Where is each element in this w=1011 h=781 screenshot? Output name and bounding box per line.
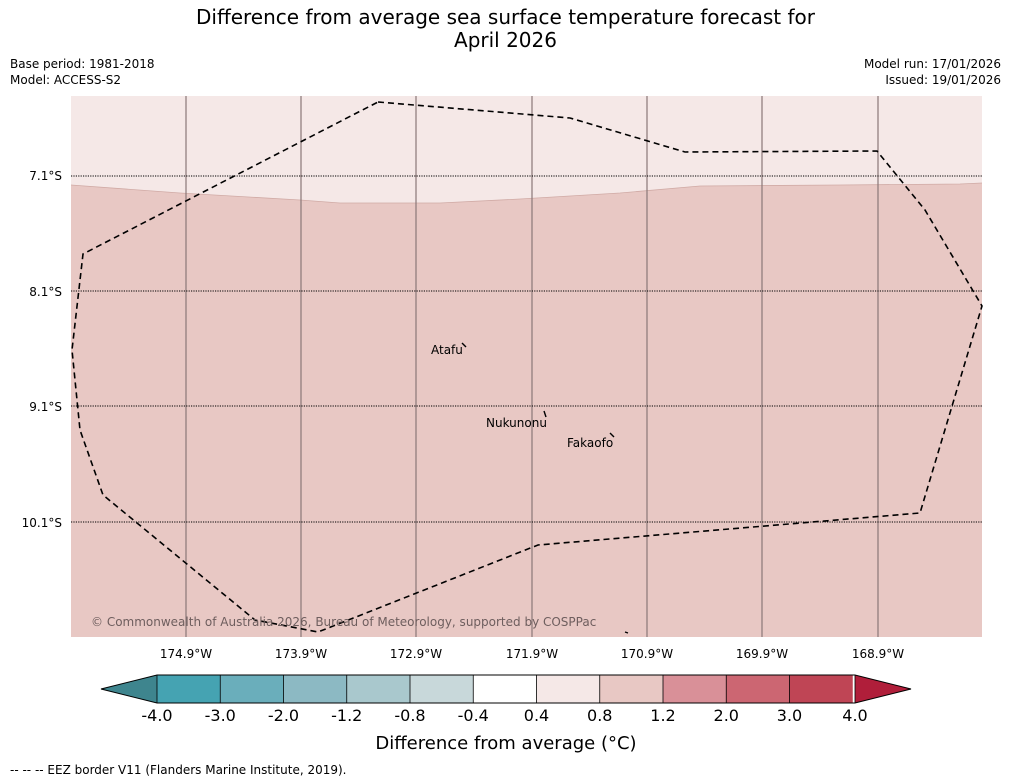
place-label-fakaofo: Fakaofo [567, 436, 613, 450]
fakaofo-island [609, 432, 615, 438]
eez-source-note: -- -- -- EEZ border V11 (Flanders Marine… [10, 763, 347, 777]
lon-label-169-9: 169.9°W [736, 647, 788, 661]
colorbar-tick: 3.0 [777, 706, 802, 725]
colorbar-tick: 4.0 [842, 706, 867, 725]
colorbar: -4.0 -3.0 -2.0 -1.2 -0.8 -0.4 0.4 0.8 1.… [100, 674, 912, 754]
longitude-labels: 174.9°W 173.9°W 172.9°W 171.9°W 170.9°W … [160, 647, 904, 661]
colorbar-dividers [156, 675, 856, 703]
colorbar-tick: -4.0 [141, 706, 172, 725]
nukunonu-island [543, 410, 547, 418]
colorbar-segment-8 [599, 675, 663, 703]
colorbar-segment-6 [473, 675, 537, 703]
colorbar-tick: -3.0 [205, 706, 236, 725]
colorbar-tick: -0.8 [394, 706, 425, 725]
colorbar-segment-11 [789, 675, 853, 703]
lon-label-172-9: 172.9°W [390, 647, 442, 661]
colorbar-arrow-high [855, 675, 911, 703]
model-run: Model run: 17/01/2026 [863, 57, 1001, 71]
colorbar-label: Difference from average (°C) [375, 733, 636, 754]
lon-label-173-9: 173.9°W [275, 647, 327, 661]
latitude-labels: 7.1°S 8.1°S 9.1°S 10.1°S [22, 169, 62, 530]
small-islet [624, 631, 629, 634]
colorbar-tick: 1.2 [650, 706, 675, 725]
copyright-notice: © Commonwealth of Australia 2026, Bureau… [91, 615, 596, 629]
place-label-atafu: Atafu [431, 343, 463, 357]
colorbar-segment-1 [157, 675, 221, 703]
colorbar-segment-5 [410, 675, 474, 703]
place-label-nukunonu: Nukunonu [486, 416, 547, 430]
lat-label-9-1: 9.1°S [29, 400, 62, 414]
lon-label-168-9: 168.9°W [852, 647, 904, 661]
title-line-1: Difference from average sea surface temp… [195, 5, 815, 29]
colorbar-tick: 0.4 [524, 706, 549, 725]
model-name: Model: ACCESS-S2 [10, 73, 122, 87]
lon-label-174-9: 174.9°W [160, 647, 212, 661]
colorbar-arrow-low [101, 675, 157, 703]
issued-date: Issued: 19/01/2026 [885, 73, 1001, 87]
meta-left: Base period: 1981-2018 Model: ACCESS-S2 [10, 56, 155, 88]
colorbar-ticks: -4.0 -3.0 -2.0 -1.2 -0.8 -0.4 0.4 0.8 1.… [141, 706, 867, 725]
islands [461, 342, 629, 634]
colorbar-tick: 2.0 [714, 706, 739, 725]
lat-label-8-1: 8.1°S [29, 285, 62, 299]
eez-border [71, 101, 983, 633]
colorbar-segment-10 [726, 675, 790, 703]
colorbar-segment-9 [663, 675, 727, 703]
colorbar-segment-2 [220, 675, 284, 703]
lat-label-10-1: 10.1°S [22, 516, 62, 530]
colorbar-tick: -2.0 [268, 706, 299, 725]
parallel-lines [71, 175, 982, 523]
colorbar-segment-7 [536, 675, 600, 703]
meta-right: Model run: 17/01/2026 Issued: 19/01/2026 [864, 56, 1001, 88]
colorbar-tick: -0.4 [458, 706, 489, 725]
colorbar-segment-4 [346, 675, 410, 703]
colorbar-tick: 0.8 [587, 706, 612, 725]
chart-title: Difference from average sea surface temp… [0, 6, 1011, 52]
band-boundary [70, 182, 983, 204]
colorbar-tick: -1.2 [331, 706, 362, 725]
atafu-island [461, 342, 467, 348]
lon-label-170-9: 170.9°W [621, 647, 673, 661]
band-warm [71, 183, 982, 637]
map-panel: Atafu Nukunonu Fakaofo © Commonwealth of… [70, 96, 983, 637]
meridian-lines [185, 96, 879, 637]
title-line-2: April 2026 [454, 28, 557, 52]
base-period: Base period: 1981-2018 [10, 57, 155, 71]
lon-label-171-9: 171.9°W [506, 647, 558, 661]
colorbar-segment-3 [283, 675, 347, 703]
lat-label-7-1: 7.1°S [29, 169, 62, 183]
